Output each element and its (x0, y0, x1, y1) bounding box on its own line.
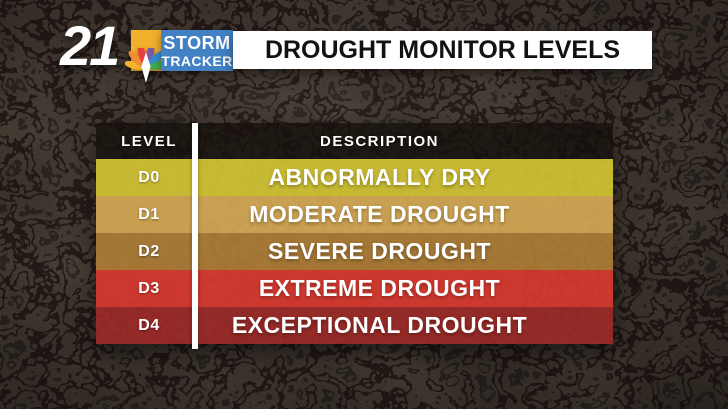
row-color-band (96, 196, 613, 233)
level-badge: D2 (138, 242, 160, 260)
brand-storm-label: STORM (163, 32, 231, 53)
level-description: MODERATE DROUGHT (249, 201, 510, 227)
page-title: DROUGHT MONITOR LEVELS (264, 35, 621, 64)
row-color-band (96, 270, 613, 307)
table-row-d2: D2 SEVERE DROUGHT (96, 233, 613, 270)
level-description: ABNORMALLY DRY (268, 164, 491, 190)
title-banner: DROUGHT MONITOR LEVELS (233, 31, 652, 69)
column-header-description: DESCRIPTION (319, 132, 439, 150)
level-description: EXCEPTIONAL DROUGHT (231, 312, 528, 338)
channel-21-logo: 21 (60, 14, 120, 77)
column-header-level: LEVEL (121, 132, 177, 150)
drought-levels-table: LEVEL DESCRIPTION D0 ABNORMALLY DRY D1 M… (96, 123, 613, 349)
table-header-background (96, 123, 613, 159)
brand-tracker-label: TRACKER (161, 52, 233, 69)
level-badge: D3 (138, 279, 160, 297)
table-row-d4: D4 EXCEPTIONAL DROUGHT (96, 307, 613, 344)
level-badge: D4 (138, 316, 160, 334)
row-color-band (96, 307, 613, 344)
column-divider (192, 123, 198, 349)
table-row-d1: D1 MODERATE DROUGHT (96, 196, 613, 233)
table-row-d0: D0 ABNORMALLY DRY (96, 159, 613, 196)
level-badge: D0 (138, 168, 160, 186)
level-description: SEVERE DROUGHT (268, 238, 491, 264)
table-header-row: LEVEL DESCRIPTION (96, 123, 613, 159)
level-description: EXTREME DROUGHT (258, 275, 501, 301)
level-badge: D1 (138, 205, 160, 223)
table-row-d3: D3 EXTREME DROUGHT (96, 270, 613, 307)
row-color-band (96, 159, 613, 196)
row-color-band (96, 233, 613, 270)
storm-tracker-badge: STORM TRACKER (161, 30, 233, 71)
